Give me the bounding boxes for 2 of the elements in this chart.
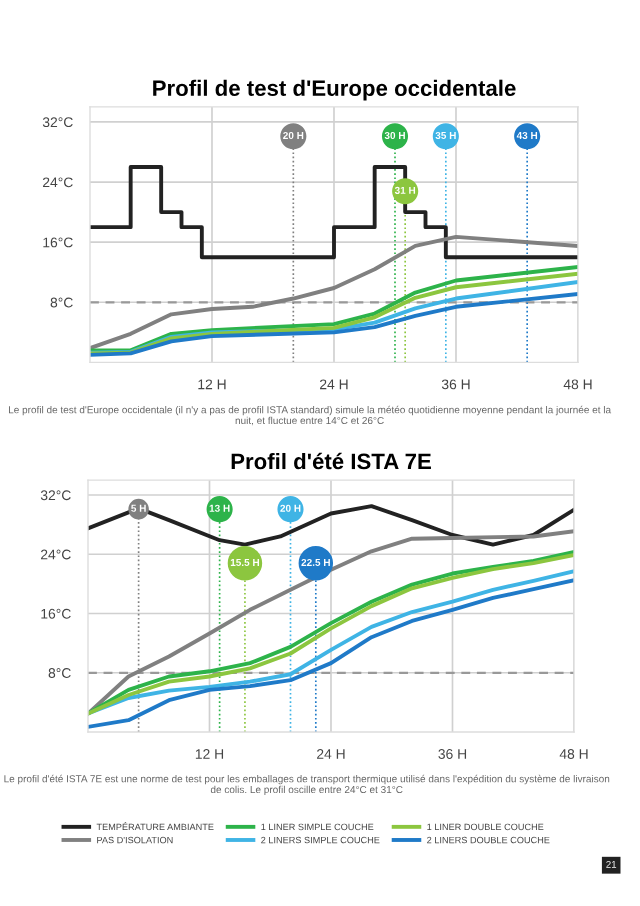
chart-title: Profil d'été ISTA 7E (231, 452, 431, 470)
chart-title: Profil de test d'Europe occidentale (153, 79, 516, 101)
